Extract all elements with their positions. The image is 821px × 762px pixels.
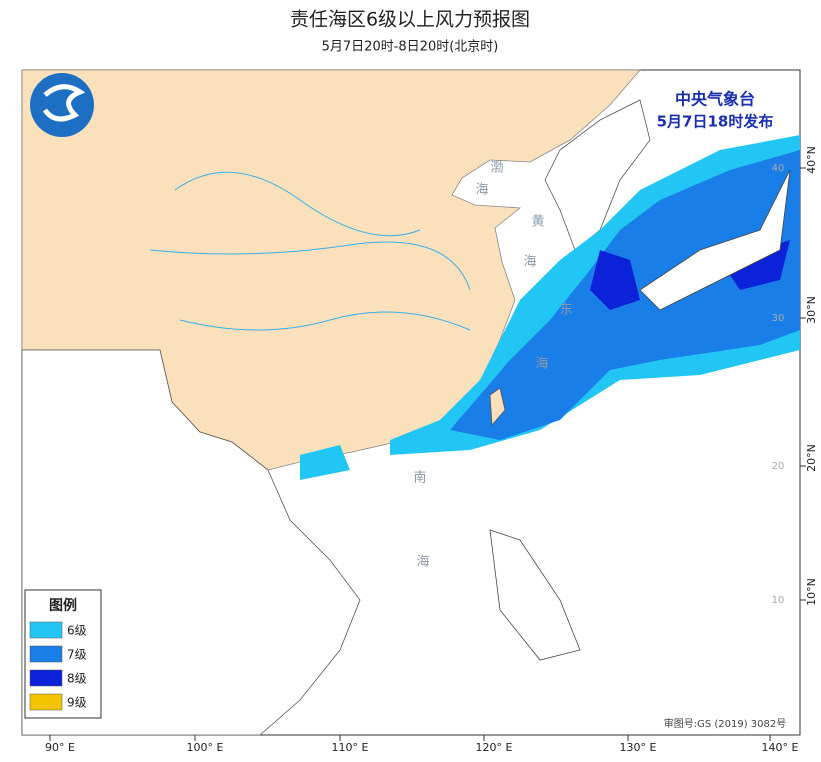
agency: 中央气象台 (675, 90, 755, 109)
legend-label: 7级 (67, 648, 87, 662)
issue-time: 5月7日18时发布 (657, 113, 774, 131)
lat-label: 30°N (805, 296, 818, 324)
legend-swatch (29, 693, 63, 711)
legend-swatch (29, 669, 63, 687)
logo-circle (30, 73, 94, 137)
lon-label: 90° E (45, 741, 75, 754)
lat-label: 20°N (805, 444, 818, 472)
lon-label: 100° E (187, 741, 224, 754)
sea-label: 海 (416, 555, 429, 570)
sea-label: 海 (475, 183, 488, 198)
sea-label: 海 (535, 357, 548, 372)
sea-label: 渤 (490, 160, 503, 176)
legend-swatch (29, 645, 63, 663)
logo-mark (42, 84, 86, 122)
korea (544, 99, 651, 251)
rivers (149, 171, 471, 331)
lon-label: 140° E (762, 741, 799, 754)
legend-label: 8级 (67, 672, 87, 686)
logo (30, 73, 94, 137)
sea-label: 海 (523, 255, 536, 270)
legend: 图例 6级 7级 8级 9级 (24, 589, 102, 719)
sea-label: 南 (413, 470, 426, 486)
lat-label: 40°N (805, 146, 818, 174)
sea-label: 黄 (531, 215, 544, 230)
southeast-asia (21, 349, 361, 736)
lon-label: 130° E (620, 741, 657, 754)
grid-label: 40 (772, 163, 785, 174)
grid-label: 30 (772, 313, 785, 324)
title: 责任海区6级以上风力预报图 (290, 9, 530, 31)
lat-label: 10°N (805, 578, 818, 606)
subtitle: 5月7日20时-8日20时(北京时) (322, 40, 499, 55)
legend-swatch (29, 621, 63, 639)
philippines (489, 529, 581, 661)
taiwan (489, 387, 506, 426)
lon-label: 110° E (332, 741, 369, 754)
lon-label: 120° E (476, 741, 513, 754)
legend-label: 9级 (67, 696, 87, 710)
japan (639, 169, 791, 311)
grid-label: 10 (772, 595, 785, 606)
map (21, 69, 801, 736)
review-number: 审图号:GS (2019) 3082号 (664, 717, 787, 730)
grid-label: 20 (772, 461, 785, 472)
legend-title: 图例 (49, 597, 77, 614)
legend-label: 6级 (67, 624, 87, 638)
sea-label: 东 (559, 303, 572, 318)
